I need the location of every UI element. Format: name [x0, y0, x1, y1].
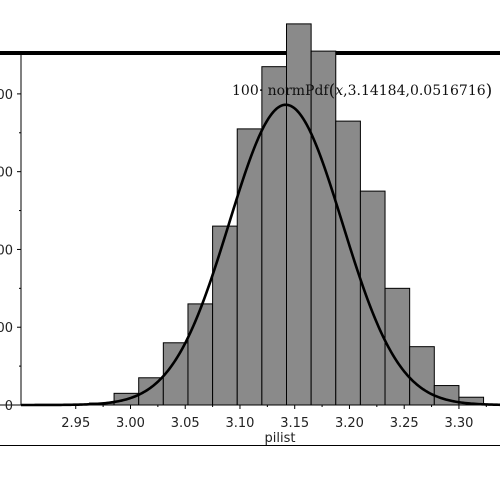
x-tick-label-3: 3.10 — [225, 416, 254, 431]
x-tick-label-5: 3.20 — [335, 416, 364, 431]
x-tick-label-7: 3.30 — [444, 416, 473, 431]
histogram-bar-6 — [212, 225, 238, 406]
x-axis-ticks: 2.95 3.00 3.05 3.10 3.15 3.20 3.25 3.30 — [61, 405, 487, 431]
curve-label-variable: x — [335, 83, 343, 99]
curve-label-open-paren: ( — [329, 81, 336, 101]
histogram-bar-5 — [187, 303, 214, 406]
histogram-bar-7 — [236, 128, 263, 406]
x-tick-label-2: 3.05 — [171, 416, 200, 431]
bottom-divider — [0, 445, 500, 446]
histogram-bar-4 — [162, 342, 189, 406]
x-tick-label-4: 3.15 — [280, 416, 309, 431]
histogram-bar-3 — [138, 377, 164, 406]
histogram-bar-11 — [335, 120, 361, 406]
y-tick-label-2: 00 — [0, 243, 13, 258]
histogram-bars — [88, 23, 485, 406]
y-tick-label-3: 00 — [0, 166, 13, 181]
y-tick-label-4: 00 — [0, 88, 13, 103]
curve-label-close-paren: ) — [486, 81, 493, 101]
curve-label: 100· normPdf(x,3.14184,0.0516716) — [232, 81, 492, 101]
histogram-bar-14 — [409, 346, 435, 406]
x-axis-title: pilist — [265, 431, 296, 446]
curve-label-args: ,3.14184,0.0516716 — [343, 83, 486, 99]
y-tick-label-0: 0 — [5, 399, 13, 414]
histogram-bar-8 — [261, 66, 287, 406]
histogram-bar-12 — [359, 190, 386, 406]
x-tick-label-1: 3.00 — [116, 416, 145, 431]
curve-label-prefix: 100· normPdf — [232, 83, 330, 99]
x-tick-label-0: 2.95 — [61, 416, 90, 431]
x-tick-label-6: 3.25 — [390, 416, 419, 431]
top-divider — [0, 51, 500, 55]
normal-pdf-curve — [21, 103, 500, 407]
histogram-bar-9 — [286, 23, 312, 406]
y-tick-label-1: 00 — [0, 321, 13, 336]
histogram-bar-10 — [310, 50, 337, 406]
